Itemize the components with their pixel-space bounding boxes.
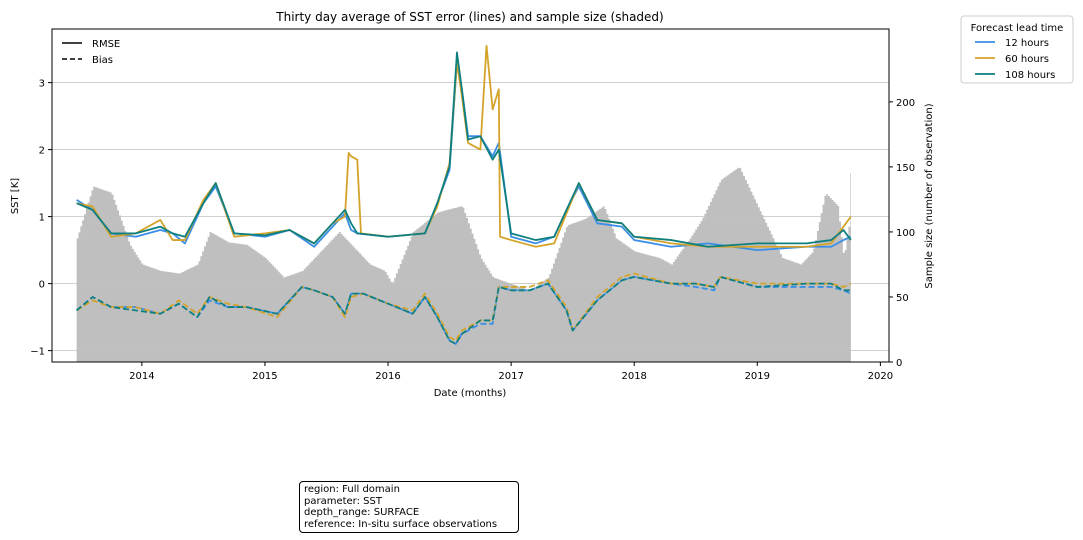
legend-label-60-hours: 60 hours bbox=[1005, 54, 1049, 65]
y-tick-label: 3 bbox=[39, 79, 45, 90]
info-parameter: parameter: SST bbox=[304, 495, 382, 507]
legend-label-12-hours: 12 hours bbox=[1005, 38, 1049, 49]
info-depth-range: depth_range: SURFACE bbox=[304, 507, 420, 518]
legend-title: Forecast lead time bbox=[971, 23, 1064, 34]
y2-tick-label: 100 bbox=[896, 228, 915, 239]
bias-legend-label: Bias bbox=[92, 55, 113, 66]
x-tick-label: 2017 bbox=[498, 371, 523, 382]
y2-axis-label: Sample size (number of observation) bbox=[924, 103, 935, 288]
series-line-108-hours-rmse bbox=[76, 51, 852, 248]
info-box: region: Full domain parameter: SST depth… bbox=[299, 481, 519, 533]
x-tick-label: 2016 bbox=[375, 371, 400, 382]
lead-time-legend: Forecast lead time 12 hours 60 hours 108… bbox=[960, 15, 1074, 84]
rmse-legend-label: RMSE bbox=[92, 39, 120, 50]
info-region: region: Full domain bbox=[304, 484, 400, 495]
error-lines bbox=[76, 44, 852, 345]
y-tick-label: −1 bbox=[30, 347, 45, 358]
x-tick-label: 2019 bbox=[745, 371, 770, 382]
sample-size-shading bbox=[76, 167, 851, 362]
x-tick-label: 2014 bbox=[129, 371, 154, 382]
legend-frame bbox=[960, 15, 1074, 84]
y2-tick-label: 50 bbox=[896, 293, 909, 304]
x-tick-label: 2020 bbox=[868, 371, 893, 382]
y-tick-label: 2 bbox=[39, 146, 45, 157]
axis-ticks: 3 2 1 0 −1 200 150 100 50 0 2014 2015 2016 2017 2018 20… bbox=[30, 79, 915, 382]
y-axis-label: SST [K] bbox=[10, 178, 21, 214]
series-line-108-hours-bias bbox=[76, 276, 851, 345]
y-tick-label: 0 bbox=[39, 280, 45, 291]
chart-title: Thirty day average of SST error (lines) … bbox=[275, 10, 663, 24]
y-tick-label: 1 bbox=[39, 213, 45, 224]
y2-tick-label: 150 bbox=[896, 163, 915, 174]
y2-tick-label: 0 bbox=[896, 358, 902, 369]
legend-label-108-hours: 108 hours bbox=[1005, 70, 1055, 81]
plot-frame bbox=[51, 28, 890, 363]
style-legend: RMSE Bias bbox=[62, 39, 120, 66]
y2-tick-label: 200 bbox=[896, 98, 915, 109]
x-tick-label: 2018 bbox=[621, 371, 646, 382]
gridlines bbox=[52, 82, 889, 352]
x-axis-label: Date (months) bbox=[434, 388, 507, 399]
info-reference: reference: In-situ surface observations bbox=[304, 518, 498, 530]
sample-size-area bbox=[76, 167, 851, 362]
x-tick-label: 2015 bbox=[252, 371, 277, 382]
